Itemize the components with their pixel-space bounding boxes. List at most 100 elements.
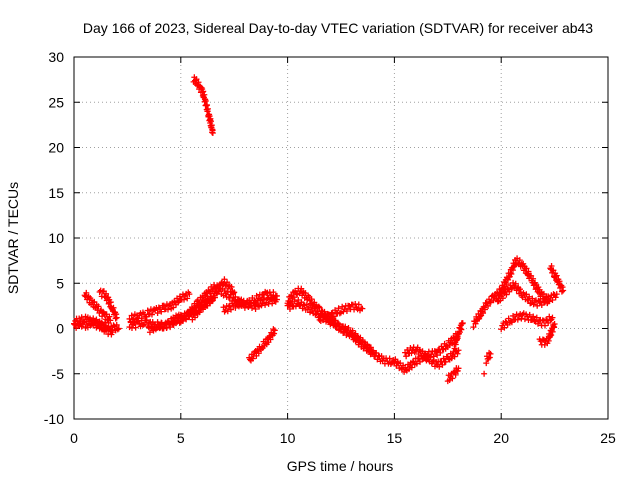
data-point [247,356,254,363]
data-point [332,324,339,331]
data-point [327,314,334,321]
data-point [193,76,200,83]
data-point [141,321,148,328]
data-point [355,301,362,308]
series-arc-late-rise [547,263,567,295]
data-point [530,313,537,320]
x-axis-label: GPS time / hours [287,458,394,474]
data-point [476,313,483,320]
ticks-layer: 0 5 10 15 20 25 -10 -5 0 5 10 15 20 25 30 [44,49,616,446]
data-layer [71,74,567,385]
data-point [176,293,183,300]
data-point [144,307,151,314]
x-tick-label: 25 [600,430,616,446]
data-point [449,375,456,382]
data-point [560,287,567,294]
data-point [553,291,560,298]
data-point [207,300,214,307]
data-point [207,118,214,125]
data-point [484,300,491,307]
data-point [132,324,139,331]
data-point [517,289,524,296]
data-point [481,306,488,313]
data-point [501,324,508,331]
data-point [552,294,559,301]
data-point [458,326,465,333]
data-point [545,337,552,344]
data-point [534,302,541,309]
data-point [223,282,230,289]
data-point [196,309,203,316]
data-point [217,285,224,292]
y-tick-label: 15 [48,185,64,201]
data-point [205,287,212,294]
series-arc-evening-c [498,310,556,333]
data-point [351,332,358,339]
data-point [286,306,293,313]
y-axis-label: SDTVAR / TECUs [5,182,21,294]
data-point [146,329,153,336]
data-point [192,314,199,321]
data-point [367,344,374,351]
data-point [529,295,536,302]
data-point [100,322,107,329]
series-arc-early-hump [96,287,120,322]
data-point [267,336,274,343]
series-arc-evening-b [493,279,560,309]
data-point [200,88,207,95]
data-point [208,296,215,303]
data-point [271,327,278,334]
data-point [455,365,462,372]
y-tick-label: 5 [56,275,64,291]
data-point [181,296,188,303]
data-point [483,360,490,367]
data-point [520,260,527,267]
data-point [230,290,237,297]
data-point [78,314,85,321]
data-point [512,280,519,287]
x-tick-label: 10 [280,430,296,446]
data-point [481,370,488,377]
data-point [85,318,92,325]
data-point [211,294,218,301]
data-point [106,313,113,320]
data-point [221,276,228,283]
data-point [442,358,449,365]
series-arc-evening-spikes [483,349,494,367]
data-point [509,267,516,274]
data-point [526,311,533,318]
data-point [204,105,211,112]
y-tick-label: -5 [52,366,65,382]
data-point [164,306,171,313]
data-point [549,328,556,335]
data-point [128,312,135,319]
series-arc-outlier-high [190,74,216,137]
data-point [228,283,235,290]
data-point [556,278,563,285]
data-point [114,326,121,333]
data-point [404,346,411,353]
data-point [526,293,533,300]
data-point [508,270,515,277]
data-point [503,291,510,298]
data-point [316,304,323,311]
x-tick-label: 20 [493,430,509,446]
data-point [510,279,517,286]
data-point [541,322,548,329]
data-point [549,296,556,303]
data-point [107,299,114,306]
data-point [315,303,322,310]
data-point [158,308,165,315]
data-point [459,320,466,327]
data-point [499,295,506,302]
x-tick-label: 0 [70,430,78,446]
data-point [510,312,517,319]
series-arc-early-rise [81,289,114,324]
data-point [548,263,555,270]
data-point [252,306,259,313]
data-point [255,350,262,357]
data-point [516,257,523,264]
data-point [486,299,493,306]
data-point [452,371,459,378]
data-point [480,310,487,317]
